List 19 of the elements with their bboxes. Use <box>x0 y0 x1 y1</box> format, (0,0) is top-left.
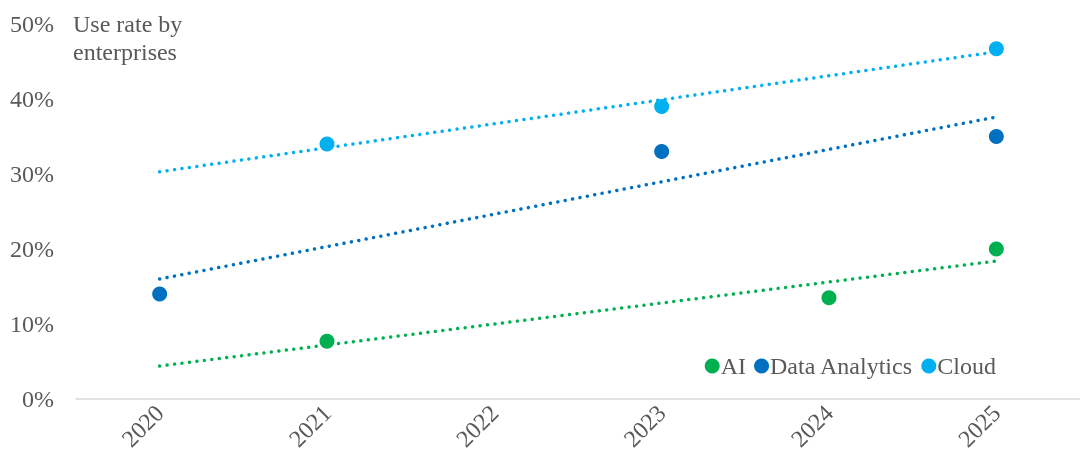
point <box>654 99 670 114</box>
point <box>654 144 670 159</box>
y-tick-label: 10% <box>10 311 54 337</box>
point <box>988 241 1004 257</box>
point <box>319 333 335 349</box>
y-axis-title: Use rate by enterprises <box>73 11 189 65</box>
y-tick-label: 50% <box>10 11 54 37</box>
point <box>988 41 1004 57</box>
y-tick-label: 30% <box>10 161 54 187</box>
legend-label: Cloud <box>937 353 997 379</box>
point <box>319 136 335 152</box>
legend-label: AI <box>720 353 747 379</box>
point <box>821 290 837 306</box>
legend-label: Data Analytics <box>770 353 913 379</box>
y-tick-label: 20% <box>10 236 54 262</box>
point <box>988 129 1004 144</box>
y-tick-label: 40% <box>10 86 54 112</box>
point <box>152 286 168 302</box>
y-tick-label: 0% <box>22 386 54 412</box>
